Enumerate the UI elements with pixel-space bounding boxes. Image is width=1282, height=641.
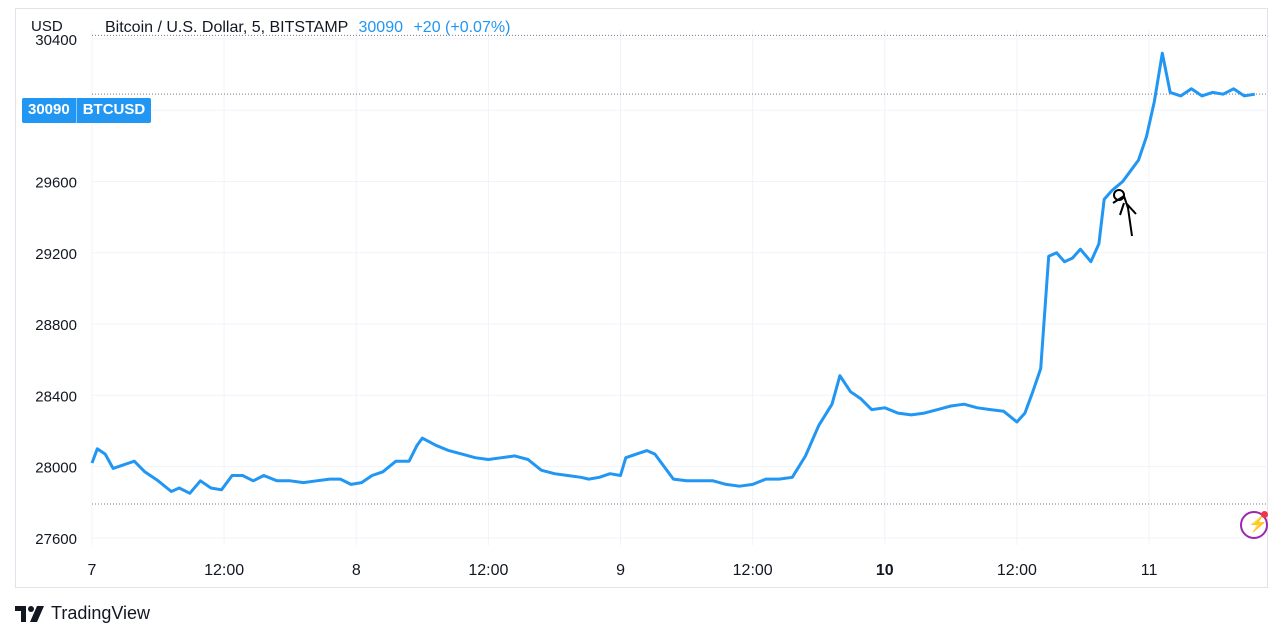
price-tag-value: 30090 <box>28 101 70 118</box>
brand-name: TradingView <box>51 603 151 623</box>
series-layer <box>90 51 1256 495</box>
x-tick-label: 8 <box>352 562 361 579</box>
price-tag-symbol: BTCUSD <box>75 98 152 123</box>
x-tick-label: 11 <box>1141 562 1158 579</box>
x-tick-label: 9 <box>616 562 625 579</box>
y-tick-label: 29600 <box>35 174 77 191</box>
x-tick-label: 12:00 <box>468 562 508 579</box>
notification-dot <box>1261 511 1268 518</box>
y-tick-label: 29200 <box>35 246 77 263</box>
tradingview-logo-icon <box>15 605 44 622</box>
legend-change: +20 (+0.07%) <box>413 19 511 36</box>
chart-legend: Bitcoin / U.S. Dollar, 5, BITSTAMP 30090… <box>105 19 510 37</box>
lightning-icon: ⚡ <box>1248 516 1268 533</box>
y-tick-label: 28000 <box>35 460 77 477</box>
x-tick-label: 12:00 <box>997 562 1037 579</box>
x-tick-label: 12:00 <box>733 562 773 579</box>
reference-lines <box>92 34 1268 505</box>
y-tick-label: 28400 <box>35 388 77 405</box>
grid-lines <box>91 30 1268 545</box>
price-line <box>90 51 1256 495</box>
axis-currency-label: USD <box>31 18 63 35</box>
y-tick-label: 28800 <box>35 317 77 334</box>
tradingview-brand[interactable]: TradingView <box>15 603 150 624</box>
current-price-tag: 30090 BTCUSD <box>22 98 152 123</box>
x-tick-label: 10 <box>876 562 894 579</box>
y-tick-label: 30400 <box>35 32 77 49</box>
x-tick-label: 7 <box>88 562 97 579</box>
x-tick-label: 12:00 <box>204 562 244 579</box>
y-tick-label: 27600 <box>35 531 77 548</box>
legend-price: 30090 <box>358 19 404 36</box>
legend-symbol: Bitcoin / U.S. Dollar, 5, BITSTAMP <box>105 19 349 36</box>
chart-frame <box>15 8 1268 588</box>
cursor-annotation <box>1112 189 1137 237</box>
x-axis-labels: 7 12:00 8 12:00 9 12:00 10 12:00 11 <box>88 562 1158 579</box>
